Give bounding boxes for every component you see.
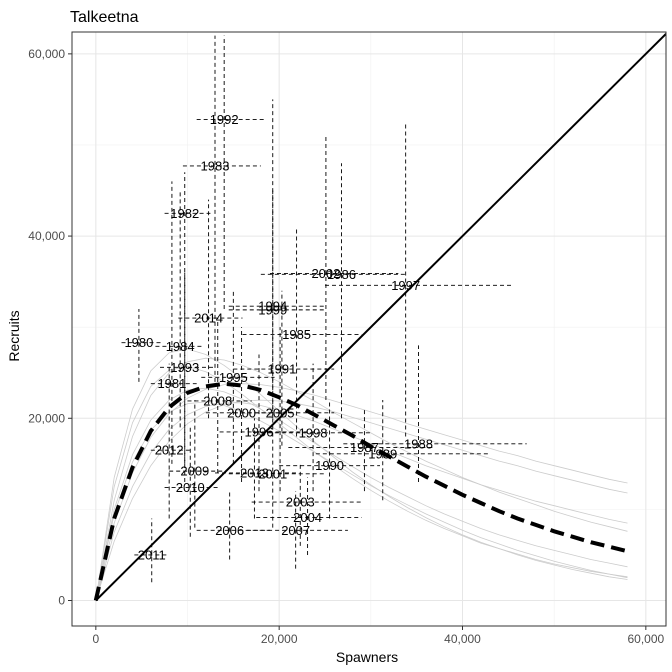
point-label-1986: 1986 <box>327 267 356 282</box>
y-tick-label: 20,000 <box>28 411 65 425</box>
x-axis-title: Spawners <box>336 649 398 665</box>
x-tick-label: 40,000 <box>444 632 481 646</box>
point-label-2004: 2004 <box>293 510 322 525</box>
y-tick-label: 0 <box>58 593 65 607</box>
point-label-1982: 1982 <box>170 206 199 221</box>
point-label-1985: 1985 <box>282 327 311 342</box>
point-label-2011: 2011 <box>138 547 166 562</box>
point-label-2008: 2008 <box>203 393 232 408</box>
point-label-1999: 1999 <box>258 302 287 317</box>
y-tick-label: 60,000 <box>28 47 65 61</box>
point-label-2005: 2005 <box>266 405 295 420</box>
point-label-1992: 1992 <box>210 112 239 127</box>
y-tick-label: 40,000 <box>28 229 65 243</box>
point-label-2014: 2014 <box>194 311 223 326</box>
plot-clip-group: 1980 1981 1982 1983 1984 1985 1986 1987 1988 1989… <box>93 33 666 602</box>
x-tick-label: 20,000 <box>261 632 298 646</box>
point-label-2003: 2003 <box>286 495 315 510</box>
point-label-2006: 2006 <box>215 523 244 538</box>
plot-area: 1980 1981 1982 1983 1984 1985 1986 1987 1988 1989… <box>28 31 667 646</box>
point-label-1997: 1997 <box>391 278 420 293</box>
point-label-2000: 2000 <box>227 405 256 420</box>
x-tick-label: 0 <box>92 632 99 646</box>
point-label-2002: 2002 <box>311 266 340 281</box>
point-label-2001: 2001 <box>258 466 287 481</box>
point-label-1993: 1993 <box>170 360 199 375</box>
point-label-2013: 2013 <box>240 465 269 480</box>
point-label-2012: 2012 <box>155 443 184 458</box>
replacement-line <box>95 33 666 602</box>
point-label-1991: 1991 <box>267 362 296 377</box>
point-label-2007: 2007 <box>281 523 310 538</box>
point-label-1981: 1981 <box>157 376 186 391</box>
point-label-2010: 2010 <box>176 480 205 495</box>
point-label-1990: 1990 <box>315 458 344 473</box>
point-label-1987: 1987 <box>350 440 379 455</box>
point-label-2009: 2009 <box>180 464 209 479</box>
point-label-1983: 1983 <box>201 158 230 173</box>
point-label-1980: 1980 <box>124 335 153 350</box>
point-label-1995: 1995 <box>219 370 248 385</box>
panel-border <box>71 31 667 627</box>
point-label-1998: 1998 <box>299 425 328 440</box>
y-axis-title: Recruits <box>6 310 22 361</box>
point-label-1984: 1984 <box>166 339 195 354</box>
fitted-curve <box>93 381 628 601</box>
chart-title: Talkeetna <box>70 9 139 26</box>
point-label-1994: 1994 <box>258 299 287 314</box>
x-tick-label: 60,000 <box>627 632 664 646</box>
point-label-1996: 1996 <box>245 424 274 439</box>
point-label-1989: 1989 <box>368 446 397 461</box>
point-label-1988: 1988 <box>404 436 433 451</box>
